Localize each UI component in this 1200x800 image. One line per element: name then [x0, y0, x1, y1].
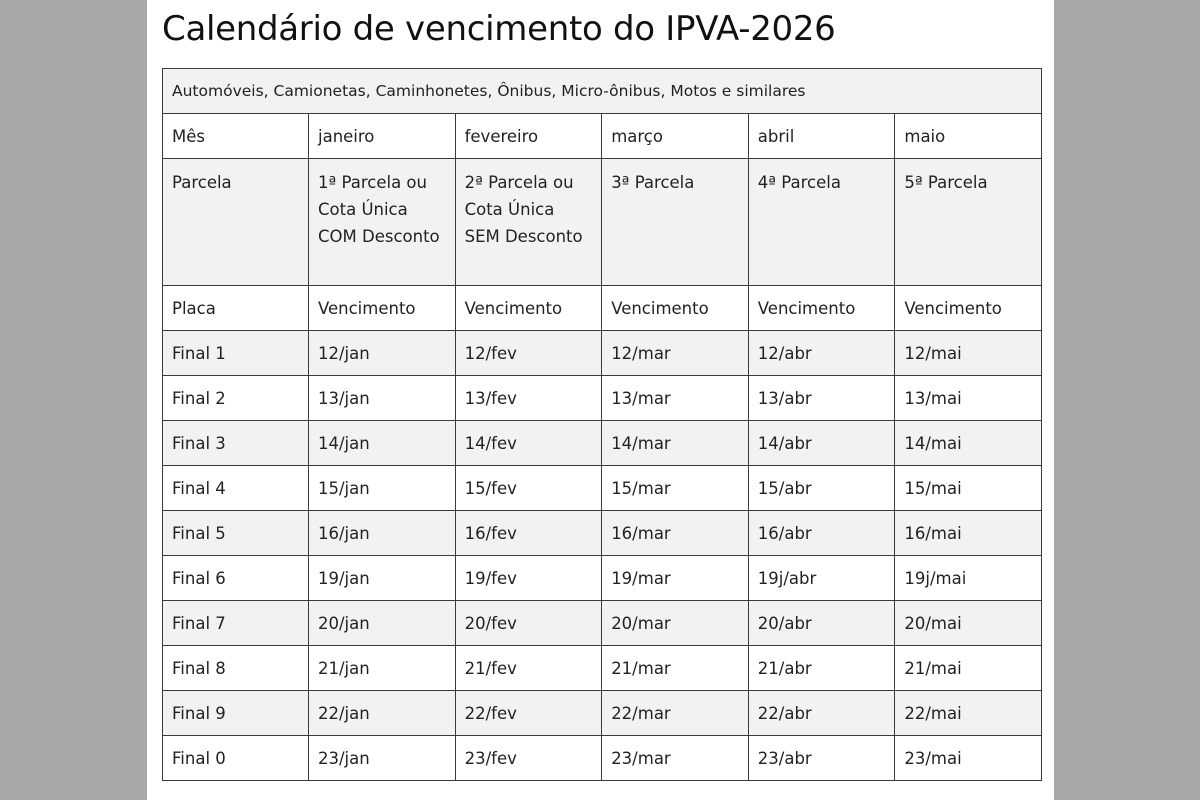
due-date-cell: 13/mai	[894, 375, 1043, 421]
due-date-cell: 21/fev	[454, 645, 603, 691]
parcela-cell: 2ª Parcela ou Cota Única SEM Desconto	[454, 158, 603, 286]
due-date-cell: 23/mai	[894, 735, 1043, 781]
document-page: Calendário de vencimento do IPVA-2026 Au…	[147, 0, 1054, 800]
table-row: Final 0 23/jan 23/fev 23/mar 23/abr 23/mai	[162, 735, 1043, 781]
due-date-cell: 23/mar	[601, 735, 749, 781]
parcela-cell: 5ª Parcela	[894, 158, 1043, 286]
vencimento-header-cell: Vencimento	[454, 285, 603, 331]
due-date-cell: 15/mai	[894, 465, 1043, 511]
month-cell: abril	[747, 113, 896, 159]
parcela-cell: 1ª Parcela ou Cota Única COM Desconto	[308, 158, 456, 286]
page-title: Calendário de vencimento do IPVA-2026	[162, 9, 836, 49]
due-date-cell: 20/mar	[601, 600, 749, 646]
due-date-cell: 22/jan	[308, 690, 456, 736]
parcela-label-cell: Parcela	[162, 158, 309, 286]
due-date-cell: 16/jan	[308, 510, 456, 556]
table-row: Final 6 19/jan 19/fev 19/mar 19j/abr 19j/mai	[162, 555, 1043, 601]
due-date-cell: 21/mai	[894, 645, 1043, 691]
due-date-cell: 15/fev	[454, 465, 603, 511]
due-date-cell: 14/abr	[747, 420, 896, 466]
due-date-cell: 15/mar	[601, 465, 749, 511]
ipva-schedule-table: Automóveis, Camionetas, Caminhonetes, Ôn…	[161, 68, 1043, 781]
month-cell: fevereiro	[454, 113, 603, 159]
due-date-cell: 14/mar	[601, 420, 749, 466]
table-row: Final 8 21/jan 21/fev 21/mar 21/abr 21/mai	[162, 645, 1043, 691]
placa-final-cell: Final 2	[162, 375, 309, 421]
placa-final-cell: Final 9	[162, 690, 309, 736]
vencimento-header-cell: Vencimento	[308, 285, 456, 331]
due-date-cell: 12/abr	[747, 330, 896, 376]
parcela-cell: 3ª Parcela	[601, 158, 749, 286]
placa-final-cell: Final 1	[162, 330, 309, 376]
placa-final-cell: Final 8	[162, 645, 309, 691]
due-date-cell: 22/mar	[601, 690, 749, 736]
table-row: Final 2 13/jan 13/fev 13/mar 13/abr 13/mai	[162, 375, 1043, 421]
month-label-cell: Mês	[162, 113, 309, 159]
due-date-cell: 16/fev	[454, 510, 603, 556]
due-date-cell: 21/jan	[308, 645, 456, 691]
due-date-cell: 22/mai	[894, 690, 1043, 736]
table-row: Final 3 14/jan 14/fev 14/mar 14/abr 14/mai	[162, 420, 1043, 466]
due-date-cell: 16/mai	[894, 510, 1043, 556]
placa-final-cell: Final 0	[162, 735, 309, 781]
table-row: Final 5 16/jan 16/fev 16/mar 16/abr 16/mai	[162, 510, 1043, 556]
due-date-cell: 14/fev	[454, 420, 603, 466]
due-date-cell: 21/mar	[601, 645, 749, 691]
due-date-cell: 15/jan	[308, 465, 456, 511]
placa-final-cell: Final 3	[162, 420, 309, 466]
header-row: Placa Vencimento Vencimento Vencimento V…	[162, 285, 1043, 331]
due-date-cell: 12/jan	[308, 330, 456, 376]
due-date-cell: 12/fev	[454, 330, 603, 376]
due-date-cell: 21/abr	[747, 645, 896, 691]
due-date-cell: 12/mar	[601, 330, 749, 376]
placa-header-cell: Placa	[162, 285, 309, 331]
due-date-cell: 16/mar	[601, 510, 749, 556]
due-date-cell: 13/abr	[747, 375, 896, 421]
table-row: Final 1 12/jan 12/fev 12/mar 12/abr 12/mai	[162, 330, 1043, 376]
table-row: Final 7 20/jan 20/fev 20/mar 20/abr 20/mai	[162, 600, 1043, 646]
due-date-cell: 19/mar	[601, 555, 749, 601]
placa-final-cell: Final 6	[162, 555, 309, 601]
vencimento-header-cell: Vencimento	[747, 285, 896, 331]
due-date-cell: 13/fev	[454, 375, 603, 421]
month-cell: maio	[894, 113, 1043, 159]
due-date-cell: 23/abr	[747, 735, 896, 781]
due-date-cell: 20/mai	[894, 600, 1043, 646]
due-date-cell: 19/fev	[454, 555, 603, 601]
parcela-row: Parcela 1ª Parcela ou Cota Única COM Des…	[162, 158, 1043, 286]
month-row: Mês janeiro fevereiro março abril maio	[162, 113, 1043, 159]
table-row: Final 4 15/jan 15/fev 15/mar 15/abr 15/mai	[162, 465, 1043, 511]
placa-final-cell: Final 4	[162, 465, 309, 511]
due-date-cell: 23/fev	[454, 735, 603, 781]
due-date-cell: 14/jan	[308, 420, 456, 466]
due-date-cell: 13/jan	[308, 375, 456, 421]
due-date-cell: 19/jan	[308, 555, 456, 601]
due-date-cell: 12/mai	[894, 330, 1043, 376]
month-cell: março	[601, 113, 749, 159]
due-date-cell: 19j/mai	[894, 555, 1043, 601]
parcela-cell: 4ª Parcela	[747, 158, 896, 286]
due-date-cell: 13/mar	[601, 375, 749, 421]
month-cell: janeiro	[308, 113, 456, 159]
due-date-cell: 15/abr	[747, 465, 896, 511]
due-date-cell: 20/jan	[308, 600, 456, 646]
category-row: Automóveis, Camionetas, Caminhonetes, Ôn…	[161, 68, 1043, 114]
vencimento-header-cell: Vencimento	[601, 285, 749, 331]
vencimento-header-cell: Vencimento	[894, 285, 1043, 331]
due-date-cell: 22/abr	[747, 690, 896, 736]
category-cell: Automóveis, Camionetas, Caminhonetes, Ôn…	[161, 68, 1043, 114]
due-date-cell: 22/fev	[454, 690, 603, 736]
due-date-cell: 20/abr	[747, 600, 896, 646]
due-date-cell: 19j/abr	[747, 555, 896, 601]
placa-final-cell: Final 7	[162, 600, 309, 646]
due-date-cell: 20/fev	[454, 600, 603, 646]
table-row: Final 9 22/jan 22/fev 22/mar 22/abr 22/mai	[162, 690, 1043, 736]
due-date-cell: 16/abr	[747, 510, 896, 556]
due-date-cell: 14/mai	[894, 420, 1043, 466]
due-date-cell: 23/jan	[308, 735, 456, 781]
placa-final-cell: Final 5	[162, 510, 309, 556]
